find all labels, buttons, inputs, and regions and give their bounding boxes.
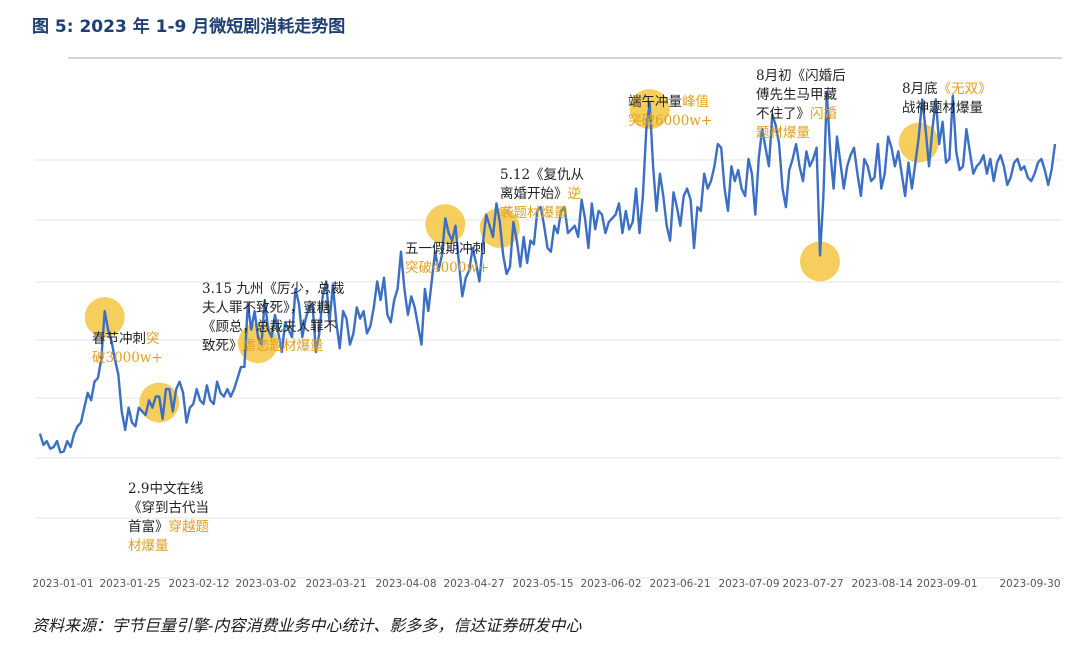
annotation-highlight-text: 袭题材爆量 — [500, 205, 568, 221]
source-note: 资料来源：宇节巨量引擎-内容消费业务中心统计、影多多，信达证券研发中心 — [32, 616, 582, 635]
annotation-line: 突破4000w+ — [405, 259, 489, 278]
peak-highlight-marker — [799, 241, 840, 282]
annotation-text: 8月底 — [902, 81, 938, 97]
x-tick-label: 2023-06-02 — [580, 578, 641, 590]
x-tick-label: 2023-07-09 — [718, 578, 779, 590]
annotation-line: 端午冲量峰值 — [628, 93, 712, 112]
annotation-dragon-boat: 端午冲量峰值 突破6000w+ — [628, 93, 712, 131]
annotation-line: 战神题材爆量 — [902, 99, 992, 118]
annotation-highlight-text: 虐恋题材爆量 — [242, 338, 324, 354]
annotation-text: 春节冲刺 — [92, 331, 146, 347]
annotation-line: 突破6000w+ — [628, 112, 712, 131]
annotation-text: 3.15 九州《厉少，总裁 — [202, 281, 345, 297]
annotation-text: 离婚开始》 — [500, 186, 568, 202]
annotation-text: 五一假期冲刺 — [405, 241, 486, 257]
series-line — [38, 90, 1057, 454]
annotation-text: 8月初《闪婚后 — [756, 68, 846, 84]
annotation-text: 不住了》 — [756, 106, 810, 122]
annotation-line: 离婚开始》逆 — [500, 185, 584, 204]
annotation-text: 战神题材爆量 — [902, 100, 983, 116]
annotation-highlight-text: 闪婚 — [810, 106, 837, 122]
annotation-line: 春节冲刺突 — [92, 330, 163, 349]
gridlines — [35, 57, 1062, 579]
annotation-line: 破3000w+ — [92, 349, 163, 368]
annotation-line: 《穿到古代当 — [128, 499, 209, 518]
annotation-highlight-text: 材爆量 — [128, 538, 169, 554]
annotation-line: 8月初《闪婚后 — [756, 67, 846, 86]
annotation-text: 致死》 — [202, 338, 243, 354]
annotation-line: 题材爆量 — [756, 124, 846, 143]
x-tick-label: 2023-03-02 — [235, 578, 296, 590]
annotation-text: 夫人罪不致死》，蜜糖 — [202, 300, 331, 316]
x-tick-label: 2023-05-15 — [512, 578, 573, 590]
annotation-text: 5.12《复仇从 — [500, 167, 585, 183]
annotation-text: 《穿到古代当 — [128, 500, 209, 516]
annotation-line: 8月底《无双》 — [902, 80, 992, 99]
figure-title: 图 5: 2023 年 1-9 月微短剧消耗走势图 — [32, 17, 346, 37]
annotation-may-12: 5.12《复仇从 离婚开始》逆 袭题材爆量 — [500, 166, 584, 223]
annotation-text: 2.9中文在线 — [128, 481, 204, 497]
annotation-early-august: 8月初《闪婚后 傅先生马甲藏 不住了》闪婚 题材爆量 — [756, 67, 846, 143]
annotation-line: 傅先生马甲藏 — [756, 86, 846, 105]
x-tick-label: 2023-09-30 — [999, 578, 1060, 590]
annotation-highlight-text: 逆 — [567, 186, 582, 202]
annotation-line: 五一假期冲刺 — [405, 240, 489, 259]
x-tick-label: 2023-01-01 — [32, 578, 93, 590]
peak-highlight-marker — [237, 323, 278, 364]
annotation-highlight-text: 穿越题 — [168, 519, 210, 535]
annotation-line: 首富》穿越题 — [128, 518, 209, 537]
annotation-line: 《顾总，总裁夫人罪不 — [202, 318, 344, 337]
x-tick-label: 2023-07-27 — [782, 578, 843, 590]
annotation-mar-15: 3.15 九州《厉少，总裁 夫人罪不致死》，蜜糖 《顾总，总裁夫人罪不 致死》虐恋题材… — [202, 280, 344, 356]
annotation-line: 致死》虐恋题材爆量 — [202, 337, 344, 356]
x-tick-label: 2023-04-08 — [375, 578, 436, 590]
annotation-line: 2.9中文在线 — [128, 480, 209, 499]
annotation-line: 不住了》闪婚 — [756, 105, 846, 124]
annotation-text: 首富》 — [128, 519, 169, 535]
annotation-line: 3.15 九州《厉少，总裁 — [202, 280, 344, 299]
annotation-highlight-text: 突破4000w+ — [405, 260, 490, 276]
x-tick-label: 2023-01-25 — [99, 578, 160, 590]
series-line-layer — [38, 90, 1057, 454]
x-tick-label: 2023-06-21 — [649, 578, 710, 590]
annotation-may-day: 五一假期冲刺 突破4000w+ — [405, 240, 489, 278]
annotation-spring-festival: 春节冲刺突 破3000w+ — [92, 330, 163, 368]
annotation-highlight-text: 破3000w+ — [92, 350, 163, 366]
line-chart: 2023-01-01 2023-01-25 2023-02-12 2023-03-02… — [32, 57, 1062, 590]
annotation-text: 端午冲量 — [628, 94, 682, 110]
annotation-highlight-text: 突破6000w+ — [628, 113, 713, 129]
annotation-feb-9: 2.9中文在线 《穿到古代当 首富》穿越题 材爆量 — [128, 480, 209, 556]
annotation-highlight-text: 题材爆量 — [756, 125, 810, 141]
annotation-line: 材爆量 — [128, 537, 209, 556]
x-tick-label: 2023-04-27 — [443, 578, 504, 590]
x-axis-ticks: 2023-01-01 2023-01-25 2023-02-12 2023-03-02… — [32, 578, 1060, 590]
annotation-highlight-text: 《无双》 — [937, 81, 992, 97]
x-tick-label: 2023-02-12 — [168, 578, 229, 590]
annotation-line: 袭题材爆量 — [500, 204, 584, 223]
annotation-highlight-text: 峰值 — [682, 94, 709, 110]
x-tick-label: 2023-03-21 — [305, 578, 366, 590]
annotation-late-august: 8月底《无双》 战神题材爆量 — [902, 80, 992, 118]
annotation-line: 夫人罪不致死》，蜜糖 — [202, 299, 344, 318]
x-tick-label: 2023-08-14 — [851, 578, 912, 590]
x-tick-label: 2023-09-01 — [916, 578, 977, 590]
annotation-text: 傅先生马甲藏 — [756, 87, 837, 103]
annotation-highlight-text: 突 — [146, 331, 160, 347]
annotation-text: 《顾总，总裁夫人罪不 — [202, 319, 337, 335]
annotation-line: 5.12《复仇从 — [500, 166, 584, 185]
